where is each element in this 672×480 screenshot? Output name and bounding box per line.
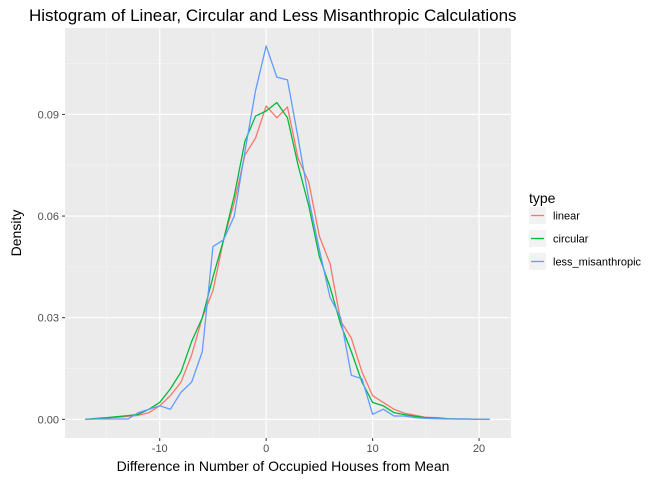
legend-label: circular [553,234,589,246]
minor-gridlines [65,28,511,438]
chart-title: Histogram of Linear, Circular and Less M… [29,6,517,25]
y-tick-label: 0.06 [38,211,59,223]
series-lines [85,45,490,421]
x-axis-title: Difference in Number of Occupied Houses … [117,458,450,474]
legend-label: linear [553,211,580,223]
y-tick-label: 0.03 [38,313,59,325]
x-axis: -10 0 10 20 [152,438,485,455]
legend: type linear circular less_misanthropic [529,190,642,270]
legend-label: less_misanthropic [553,257,642,269]
series-line-less-misanthropic [85,45,490,421]
x-tick-label: 20 [473,443,485,455]
x-tick-label: 0 [263,443,269,455]
y-axis: 0.00 0.03 0.06 0.09 [38,109,65,426]
x-tick-label: 10 [366,443,378,455]
legend-title: type [529,190,556,206]
plot-panel [65,28,511,438]
y-axis-title: Density [8,210,24,257]
series-line-circular [85,101,490,421]
y-tick-label: 0.00 [38,414,59,426]
y-tick-label: 0.09 [38,109,59,121]
x-tick-label: -10 [152,443,168,455]
major-gridlines [65,28,511,438]
